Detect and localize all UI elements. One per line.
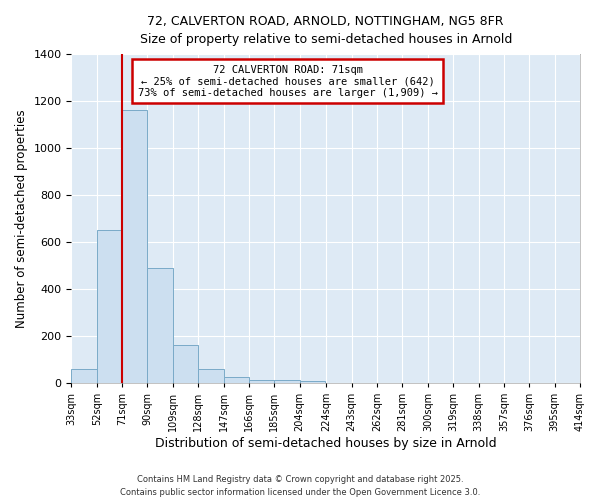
Bar <box>274 380 299 383</box>
Bar <box>173 346 198 383</box>
Text: Contains HM Land Registry data © Crown copyright and database right 2025.
Contai: Contains HM Land Registry data © Crown c… <box>120 476 480 497</box>
Bar <box>97 230 122 383</box>
Bar <box>148 268 173 383</box>
Y-axis label: Number of semi-detached properties: Number of semi-detached properties <box>15 110 28 328</box>
Bar <box>224 377 249 383</box>
Bar <box>122 110 148 383</box>
Text: 72 CALVERTON ROAD: 71sqm
← 25% of semi-detached houses are smaller (642)
73% of : 72 CALVERTON ROAD: 71sqm ← 25% of semi-d… <box>137 64 437 98</box>
Title: 72, CALVERTON ROAD, ARNOLD, NOTTINGHAM, NG5 8FR
Size of property relative to sem: 72, CALVERTON ROAD, ARNOLD, NOTTINGHAM, … <box>140 15 512 46</box>
X-axis label: Distribution of semi-detached houses by size in Arnold: Distribution of semi-detached houses by … <box>155 437 497 450</box>
Bar <box>71 369 97 383</box>
Bar <box>198 369 224 383</box>
Bar <box>249 380 274 383</box>
Bar <box>299 380 325 383</box>
